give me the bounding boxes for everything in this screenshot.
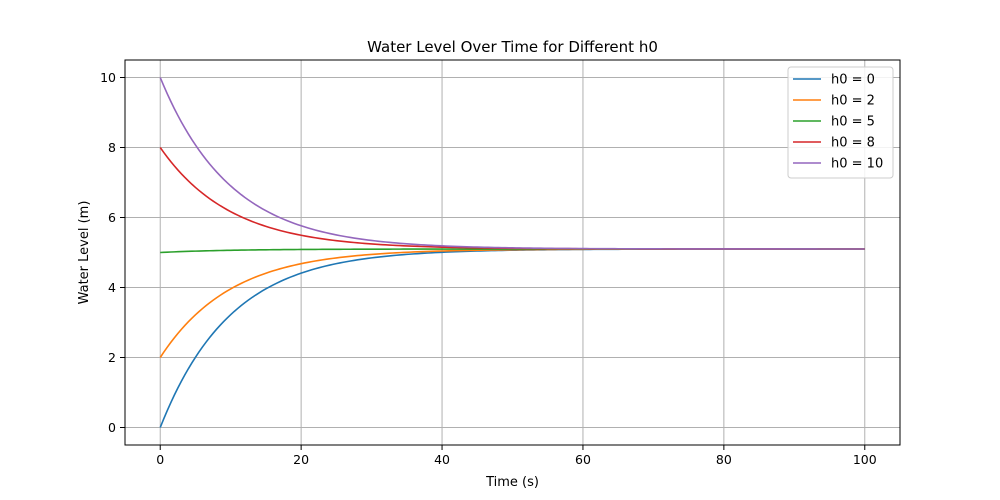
y-tick-label: 0 (108, 420, 116, 435)
y-tick-label: 6 (108, 210, 116, 225)
series-line-3 (159, 147, 865, 250)
legend-entry: h0 = 0 (831, 73, 875, 88)
chart-title: Water Level Over Time for Different h0 (367, 38, 658, 56)
grid (125, 60, 900, 445)
x-tick-label: 60 (575, 452, 591, 467)
y-tick-label: 8 (108, 140, 116, 155)
y-tick-label: 4 (108, 280, 116, 295)
y-axis-ticks: 0 2 4 6 8 10 (100, 70, 125, 435)
x-axis-ticks: 0 20 40 60 80 100 (156, 445, 877, 467)
x-tick-label: 20 (293, 452, 309, 467)
x-tick-label: 40 (434, 452, 450, 467)
series-lines (159, 77, 865, 428)
x-tick-label: 80 (716, 452, 732, 467)
y-tick-label: 10 (100, 70, 116, 85)
y-axis-label: Water Level (m) (77, 201, 92, 305)
series-line-1 (159, 248, 865, 358)
y-tick-label: 2 (108, 350, 116, 365)
legend-box (787, 66, 894, 179)
x-axis-label: Time (s) (485, 475, 539, 490)
x-tick-label: 0 (156, 452, 164, 467)
legend-entry: h0 = 10 (831, 157, 883, 172)
plot-area-frame (124, 59, 901, 446)
legend-entry: h0 = 5 (831, 115, 875, 130)
series-line-4 (159, 77, 865, 250)
legend: h0 = 0 h0 = 2 h0 = 5 h0 = 8 h0 = 10 (787, 66, 894, 179)
legend-entry: h0 = 8 (831, 136, 875, 151)
legend-entry: h0 = 2 (831, 94, 875, 109)
series-line-0 (159, 248, 865, 428)
x-tick-label: 100 (853, 452, 877, 467)
